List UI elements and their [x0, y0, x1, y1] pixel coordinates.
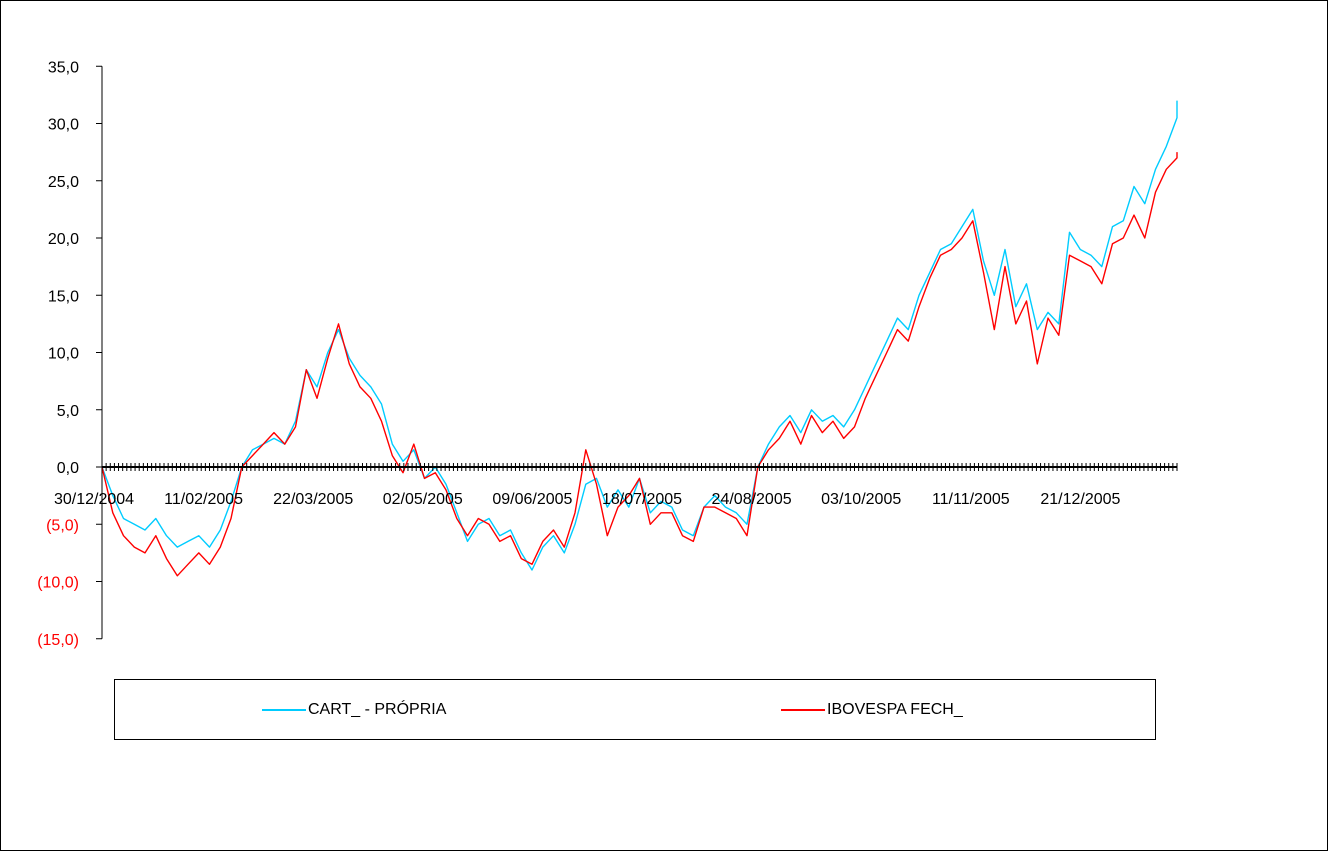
y-tick-label: (5,0): [46, 517, 79, 534]
series-line-ibovespa: [101, 152, 1178, 577]
legend-item-cart-propria: CART_ - PRÓPRIA: [262, 700, 446, 720]
x-tick-label: 18/07/2005: [602, 491, 682, 508]
y-tick-label: 5,0: [57, 403, 79, 420]
x-axis: 30/12/2004 11/02/2005 22/03/2005 02/05/2005…: [54, 463, 1178, 508]
legend-swatch-ibovespa: [781, 709, 825, 711]
x-tick-label: 24/08/2005: [712, 491, 792, 508]
legend-label-cart-propria: CART_ - PRÓPRIA: [308, 701, 447, 718]
y-tick-label: 35,0: [48, 59, 79, 76]
x-tick-label: 30/12/2004: [54, 491, 134, 508]
x-tick-label: 03/10/2005: [821, 491, 901, 508]
x-tick-label: 21/12/2005: [1040, 491, 1120, 508]
y-tick-label: (10,0): [37, 575, 79, 592]
y-axis: 35,0 30,0 25,0 20,0 15,0 10,0 5,0 0,0 (5,0) (10,0…: [37, 59, 103, 649]
y-tick-label: 25,0: [48, 174, 79, 191]
y-tick-label: 20,0: [48, 231, 79, 248]
x-tick-label: 11/11/2005: [932, 491, 1010, 508]
y-tick-label: 30,0: [48, 117, 79, 134]
y-tick-label: 0,0: [57, 460, 79, 477]
legend-item-ibovespa: IBOVESPA FECH_: [781, 700, 963, 720]
x-tick-label: 22/03/2005: [273, 491, 353, 508]
x-tick-label: 02/05/2005: [383, 491, 463, 508]
legend-label-ibovespa: IBOVESPA FECH_: [827, 701, 963, 718]
series-layer: [101, 100, 1178, 577]
legend-swatch-cart-propria: [262, 709, 306, 711]
y-tick-label: 10,0: [48, 346, 79, 363]
legend: CART_ - PRÓPRIA IBOVESPA FECH_: [114, 679, 1156, 740]
y-tick-label: (15,0): [37, 632, 79, 649]
x-tick-label: 09/06/2005: [492, 491, 572, 508]
y-tick-label: 15,0: [48, 288, 79, 305]
x-tick-label: 11/02/2005: [164, 491, 243, 508]
